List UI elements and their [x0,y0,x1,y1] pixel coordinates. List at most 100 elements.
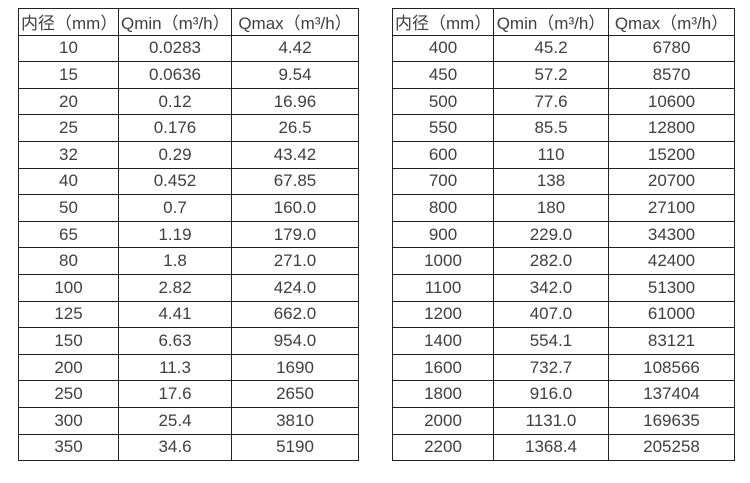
table-cell: 1000 [392,247,494,275]
column-header: Qmax（m³/h） [608,8,735,36]
table-cell: 108566 [608,353,735,382]
table-cell: 32 [18,140,119,169]
table-cell: 2.82 [118,273,232,302]
table-cell: 83121 [608,327,735,355]
table-row: 1800 916.0 137404 [392,380,735,408]
table-cell: 100 [18,273,119,302]
table-cell: 0.0636 [118,61,232,89]
table-row: 80 1.8 271.0 [18,247,359,275]
table-cell: 407.0 [493,300,609,329]
table-row: 15 0.0636 9.54 [18,61,359,89]
table-cell: 8570 [608,61,735,89]
table-cell: 77.6 [493,87,609,116]
table-cell: 916.0 [493,380,609,408]
table-row: 1100 342.0 51300 [392,273,735,302]
table-cell: 2200 [392,433,494,462]
table-cell: 15 [18,61,119,89]
table-cell: 150 [18,327,119,355]
table-cell: 25 [18,114,119,142]
header-row: 内径（mm） Qmin（m³/h） Qmax（m³/h） [18,8,359,36]
table-cell: 2000 [392,406,494,435]
table-cell: 43.42 [231,140,359,169]
table-cell: 15200 [608,140,735,169]
flow-rate-table-large-diameters: 内径（mm） Qmin（m³/h） Qmax（m³/h） 400 45.2 6780 450… [392,8,735,462]
table-cell: 2650 [231,380,359,408]
table-row: 50 0.7 160.0 [18,194,359,222]
table-cell: 1.19 [118,220,232,249]
table-cell: 180 [493,194,609,222]
table-cell: 0.12 [118,87,232,116]
table-cell: 6.63 [118,327,232,355]
table-row: 10 0.0283 4.42 [18,34,359,63]
table-cell: 50 [18,194,119,222]
table-row: 1600 732.7 108566 [392,353,735,382]
table-cell: 57.2 [493,61,609,89]
table-cell: 282.0 [493,247,609,275]
table-cell: 1131.0 [493,406,609,435]
table-cell: 400 [392,34,494,63]
table-cell: 954.0 [231,327,359,355]
table-cell: 1200 [392,300,494,329]
table-cell: 450 [392,61,494,89]
table-cell: 20700 [608,167,735,196]
table-cell: 26.5 [231,114,359,142]
table-cell: 600 [392,140,494,169]
header-row: 内径（mm） Qmin（m³/h） Qmax（m³/h） [392,8,735,36]
table-cell: 1368.4 [493,433,609,462]
table-cell: 5190 [231,433,359,462]
table-cell: 11.3 [118,353,232,382]
table-row: 1400 554.1 83121 [392,327,735,355]
table-cell: 1600 [392,353,494,382]
table-cell: 550 [392,114,494,142]
table-cell: 125 [18,300,119,329]
table-cell: 61000 [608,300,735,329]
table-cell: 16.96 [231,87,359,116]
table-cell: 169635 [608,406,735,435]
table-cell: 1400 [392,327,494,355]
table-cell: 500 [392,87,494,116]
table-row: 20 0.12 16.96 [18,87,359,116]
table-cell: 1.8 [118,247,232,275]
table-cell: 1690 [231,353,359,382]
table-cell: 4.41 [118,300,232,329]
table-cell: 65 [18,220,119,249]
table-cell: 3810 [231,406,359,435]
table-row: 200 11.3 1690 [18,353,359,382]
table-cell: 200 [18,353,119,382]
table-cell: 138 [493,167,609,196]
table-row: 100 2.82 424.0 [18,273,359,302]
table-row: 900 229.0 34300 [392,220,735,249]
table-cell: 250 [18,380,119,408]
column-header: Qmax（m³/h） [231,8,359,36]
table-cell: 40 [18,167,119,196]
column-header: 内径（mm） [18,8,119,36]
column-header: 内径（mm） [392,8,494,36]
table-cell: 350 [18,433,119,462]
table-cell: 179.0 [231,220,359,249]
table-cell: 45.2 [493,34,609,63]
table-cell: 900 [392,220,494,249]
table-cell: 0.0283 [118,34,232,63]
table-row: 40 0.452 67.85 [18,167,359,196]
column-header: Qmin（m³/h） [118,8,232,36]
table-cell: 0.176 [118,114,232,142]
table-cell: 160.0 [231,194,359,222]
table-row: 500 77.6 10600 [392,87,735,116]
table-cell: 662.0 [231,300,359,329]
table-cell: 10 [18,34,119,63]
table-cell: 424.0 [231,273,359,302]
table-cell: 20 [18,87,119,116]
table-cell: 80 [18,247,119,275]
table-row: 2000 1131.0 169635 [392,406,735,435]
table-cell: 110 [493,140,609,169]
table-row: 450 57.2 8570 [392,61,735,89]
table-cell: 34.6 [118,433,232,462]
table-row: 400 45.2 6780 [392,34,735,63]
table-cell: 25.4 [118,406,232,435]
table-cell: 271.0 [231,247,359,275]
column-header: Qmin（m³/h） [493,8,609,36]
table-row: 300 25.4 3810 [18,406,359,435]
table-row: 32 0.29 43.42 [18,140,359,169]
table-cell: 0.7 [118,194,232,222]
